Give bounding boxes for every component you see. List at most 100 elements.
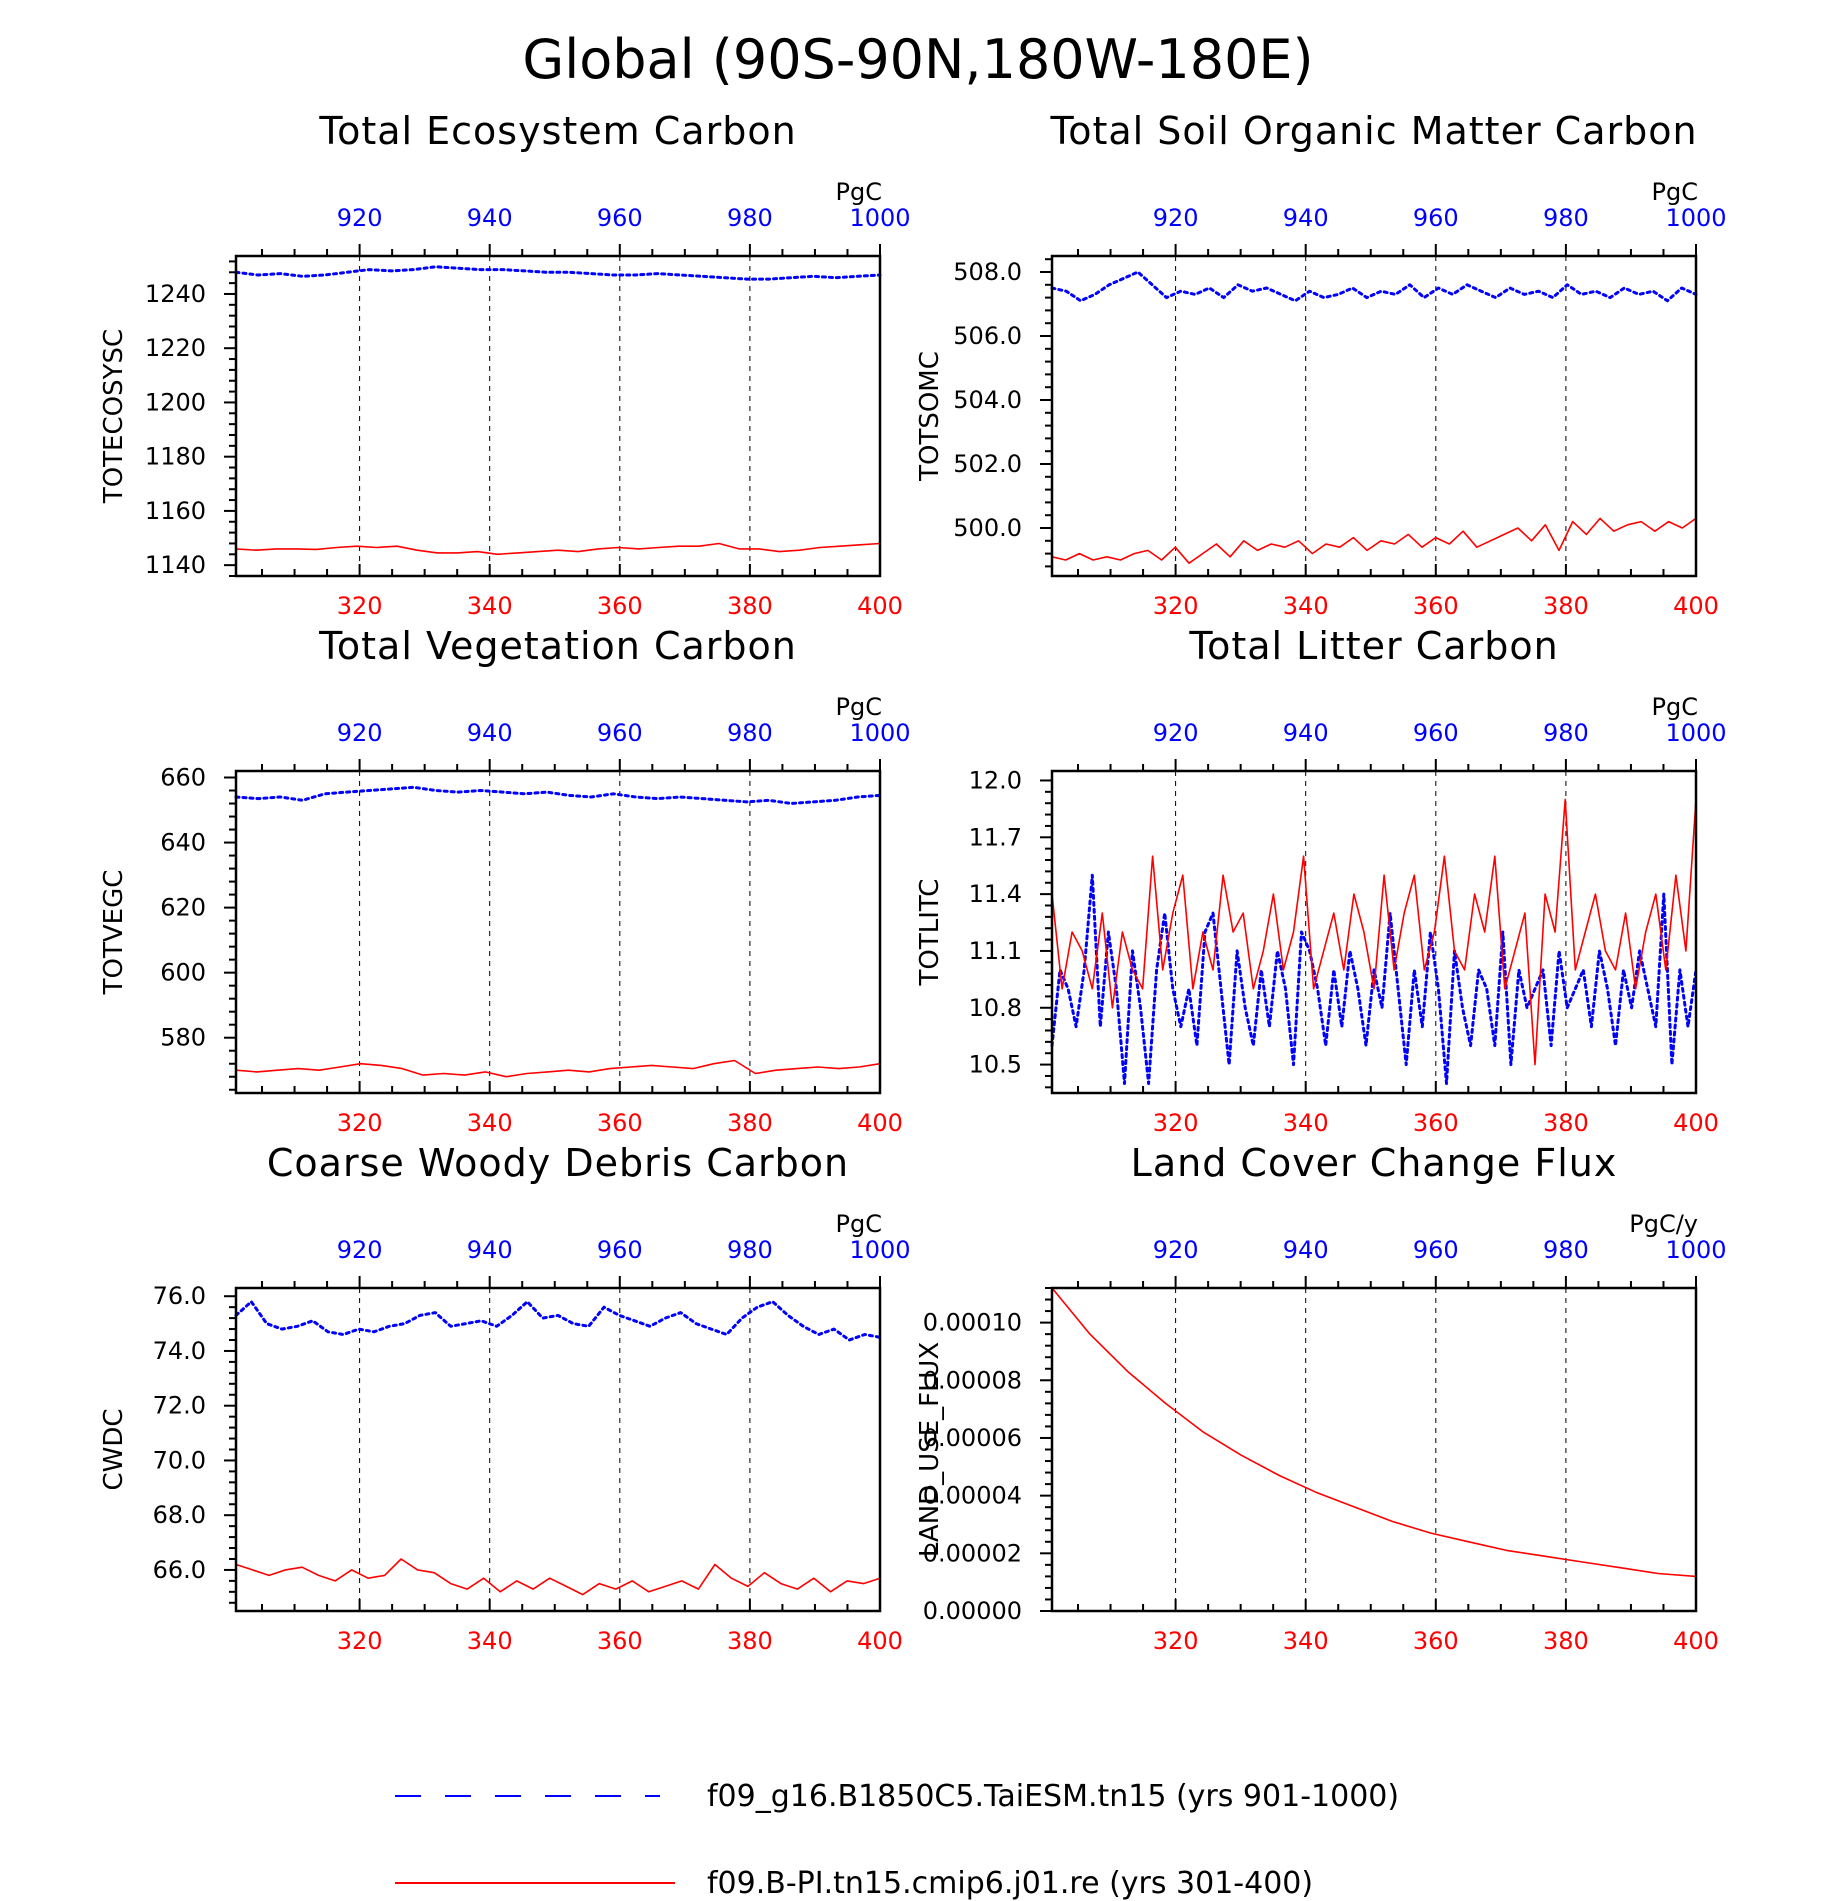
units-label: PgC [836, 693, 882, 721]
x-tick-label: 340 [1283, 592, 1329, 620]
x-tick-label: 400 [1673, 592, 1719, 620]
legend-ref-label: f09.B-PI.tn15.cmip6.j01.re (yrs 301-400) [707, 1866, 1313, 1901]
y-tick-label: 620 [160, 894, 206, 922]
series-line-ref [235, 1059, 881, 1078]
x-tick-label: 320 [1153, 1627, 1199, 1655]
series-line-case [234, 265, 882, 281]
top-x-tick-label: 940 [1283, 204, 1329, 232]
y-tick-label: 506.0 [953, 322, 1022, 350]
top-x-tick-label: 940 [467, 204, 513, 232]
x-tick-label: 380 [727, 1109, 773, 1137]
y-tick-label: 1240 [145, 280, 206, 308]
top-x-tick-label: 1000 [849, 204, 910, 232]
y-tick-label: 508.0 [953, 258, 1022, 286]
series-line-case [234, 1300, 882, 1342]
top-x-tick-label: 980 [1543, 719, 1589, 747]
top-x-tick-label: 920 [1153, 1236, 1199, 1264]
top-x-tick-label: 960 [597, 719, 643, 747]
top-x-tick-label: 920 [1153, 204, 1199, 232]
y-tick-label: 10.5 [969, 1051, 1022, 1079]
top-x-tick-label: 1000 [849, 1236, 910, 1264]
y-tick-label: 0.00010 [923, 1309, 1022, 1337]
x-tick-label: 380 [1543, 1109, 1589, 1137]
series-line-case [1050, 873, 1698, 1085]
y-tick-label: 502.0 [953, 450, 1022, 478]
y-tick-label: 72.0 [153, 1392, 206, 1420]
x-tick-label: 380 [1543, 1627, 1589, 1655]
top-x-tick-label: 980 [727, 1236, 773, 1264]
panel-title: Coarse Woody Debris Carbon [267, 1141, 849, 1185]
top-x-tick-label: 920 [337, 1236, 383, 1264]
plot-frame [1050, 1286, 1698, 1613]
top-x-tick-label: 940 [467, 719, 513, 747]
units-label: PgC [836, 1210, 882, 1238]
figure-title: Global (90S-90N,180W-180E) [522, 28, 1313, 91]
top-x-tick-label: 960 [1413, 719, 1459, 747]
y-tick-label: 580 [160, 1024, 206, 1052]
plot-frame [1050, 254, 1698, 578]
panel-title: Total Litter Carbon [1188, 624, 1558, 668]
top-x-tick-label: 940 [467, 1236, 513, 1264]
top-x-tick-label: 960 [1413, 1236, 1459, 1264]
y-tick-label: 0.00000 [923, 1597, 1022, 1625]
top-x-tick-label: 980 [727, 204, 773, 232]
panels: Total Ecosystem Carbon PgC TOTECOSYSC 320 34… [99, 109, 1727, 1655]
chart-panel-1: Total Ecosystem Carbon PgC TOTECOSYSC 320 34… [99, 109, 911, 620]
top-x-tick-label: 980 [1543, 204, 1589, 232]
y-tick-label: 0.00004 [923, 1482, 1022, 1510]
y-tick-label: 74.0 [153, 1337, 206, 1365]
panel-title: Total Ecosystem Carbon [318, 109, 796, 153]
top-x-tick-label: 920 [337, 204, 383, 232]
top-x-tick-label: 940 [1283, 1236, 1329, 1264]
chart-panel-6: Land Cover Change Flux PgC/y LAND_USE_FLUX… [915, 1141, 1727, 1655]
series-line-case [1050, 270, 1698, 303]
y-axis-label: TOTLITC [915, 879, 945, 987]
x-tick-label: 340 [1283, 1627, 1329, 1655]
x-tick-label: 380 [727, 592, 773, 620]
x-tick-label: 340 [1283, 1109, 1329, 1137]
panel-title: Total Vegetation Carbon [318, 624, 797, 668]
y-tick-label: 70.0 [153, 1446, 206, 1474]
chart-panel-5: Coarse Woody Debris Carbon PgC CWDC 320 340 3… [99, 1141, 911, 1655]
x-tick-label: 320 [1153, 592, 1199, 620]
top-x-tick-label: 1000 [849, 719, 910, 747]
y-tick-label: 11.7 [969, 823, 1022, 851]
x-tick-label: 340 [467, 1627, 513, 1655]
x-tick-label: 340 [467, 592, 513, 620]
y-tick-label: 1140 [145, 551, 206, 579]
y-tick-label: 12.0 [969, 766, 1022, 794]
x-tick-label: 320 [337, 592, 383, 620]
units-label: PgC [1652, 693, 1698, 721]
top-x-tick-label: 1000 [1665, 204, 1726, 232]
y-tick-label: 11.1 [969, 937, 1022, 965]
x-tick-label: 400 [857, 592, 903, 620]
y-tick-label: 10.8 [969, 994, 1022, 1022]
x-tick-label: 380 [1543, 592, 1589, 620]
units-label: PgC [836, 178, 882, 206]
top-x-tick-label: 920 [1153, 719, 1199, 747]
y-axis-label: CWDC [99, 1408, 129, 1490]
y-axis-label: LAND_USE_FLUX [915, 1342, 945, 1557]
plot-frame [1050, 769, 1698, 1095]
panel-title: Total Soil Organic Matter Carbon [1049, 109, 1697, 153]
legend-case-label: f09_g16.B1850C5.TaiESM.tn15 (yrs 901-100… [707, 1779, 1399, 1814]
series-line-ref [235, 542, 881, 556]
y-tick-label: 1160 [145, 497, 206, 525]
top-x-tick-label: 1000 [1665, 719, 1726, 747]
x-tick-label: 320 [337, 1627, 383, 1655]
top-x-tick-label: 960 [1413, 204, 1459, 232]
x-tick-label: 360 [1413, 1109, 1459, 1137]
y-tick-label: 76.0 [153, 1282, 206, 1310]
chart-panel-2: Total Soil Organic Matter Carbon PgC TOTSO… [915, 109, 1727, 620]
y-tick-label: 1180 [145, 443, 206, 471]
y-tick-label: 0.00006 [923, 1424, 1022, 1452]
x-tick-label: 360 [1413, 1627, 1459, 1655]
plot-frame [234, 1286, 882, 1613]
y-axis-label: TOTECOSYSC [99, 329, 129, 504]
x-tick-label: 400 [857, 1627, 903, 1655]
series-line-ref [1051, 1287, 1697, 1578]
series-line-case [234, 785, 882, 805]
x-tick-label: 360 [597, 1109, 643, 1137]
chart-panel-3: Total Vegetation Carbon PgC TOTVEGC 320 340 3… [99, 624, 911, 1137]
